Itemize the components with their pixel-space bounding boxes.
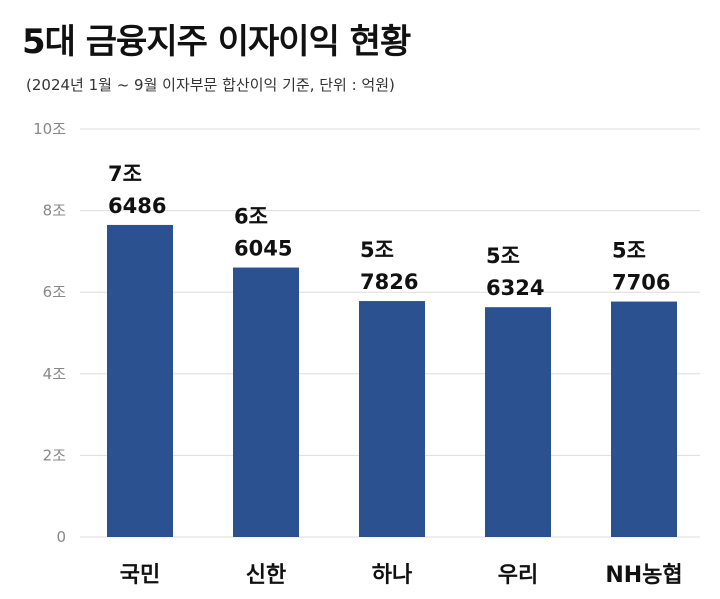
y-axis-ticks: 0 2조 4조 6조 8조 10조 (33, 120, 66, 546)
category-label: 신한 (246, 563, 286, 588)
chart-subtitle: (2024년 1월 ~ 9월 이자부문 합산이익 기준, 단위 : 억원) (26, 76, 395, 94)
bar (359, 301, 425, 537)
y-tick-label: 6조 (43, 283, 67, 301)
y-tick-label: 10조 (33, 120, 66, 138)
data-label-remainder: 6324 (486, 276, 544, 300)
data-label-remainder: 7826 (360, 270, 418, 294)
data-label-remainder: 6045 (234, 237, 292, 261)
bar (485, 307, 551, 537)
data-label-remainder: 7706 (612, 271, 670, 295)
data-label-remainder: 6486 (108, 194, 166, 218)
category-label: 하나 (372, 563, 412, 588)
data-labels: 7조 6486 6조 6045 5조 7826 5조 6324 5조 7706 (108, 162, 670, 300)
data-label-trillion: 6조 (234, 205, 268, 229)
bar (611, 301, 677, 537)
y-tick-label: 0 (56, 528, 66, 546)
category-label: 국민 (120, 563, 160, 588)
bar (233, 267, 299, 537)
data-label-trillion: 7조 (108, 162, 142, 186)
category-label: NH농협 (605, 563, 682, 588)
data-label-trillion: 5조 (486, 244, 520, 268)
y-tick-label: 4조 (43, 365, 67, 383)
y-tick-label: 2조 (43, 446, 67, 464)
bars (107, 224, 677, 537)
bar (107, 224, 173, 537)
y-tick-label: 8조 (43, 202, 67, 220)
data-label-trillion: 5조 (612, 239, 646, 263)
category-label: 우리 (498, 563, 538, 588)
chart-title: 5대 금융지주 이자이익 현황 (22, 22, 411, 62)
category-labels: 국민 신한 하나 우리 NH농협 (120, 563, 683, 588)
data-label-trillion: 5조 (360, 238, 394, 262)
